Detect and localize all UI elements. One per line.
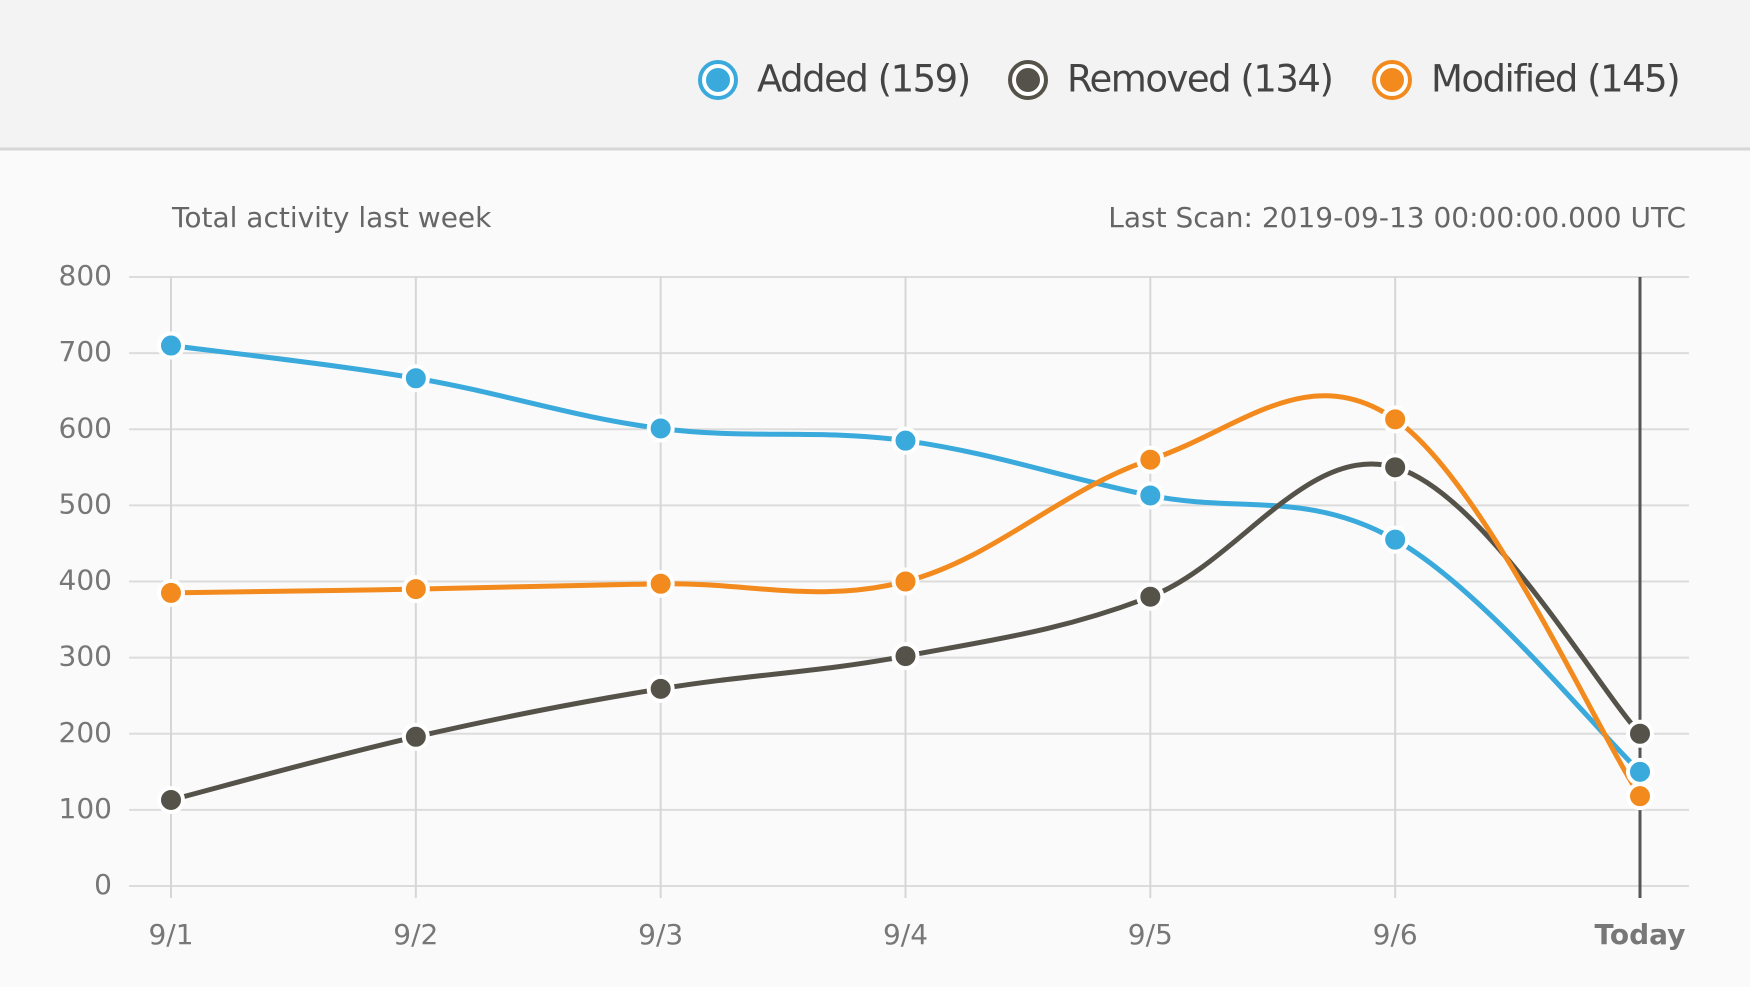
y-tick-label: 100: [59, 792, 112, 825]
legend-marker-inner: [706, 68, 730, 92]
x-tick-label: Today: [1595, 918, 1686, 951]
data-point: [401, 575, 430, 604]
data-point: [891, 642, 920, 671]
legend-label: Added (159): [757, 58, 970, 101]
subtitle: Total activity last week: [171, 201, 492, 234]
legend-header: [0, 0, 1750, 149]
data-point: [157, 785, 185, 814]
x-tick-label: 9/4: [883, 918, 928, 951]
data-point: [1626, 757, 1654, 786]
last-scan: Last Scan: 2019-09-13 00:00:00.000 UTC: [1108, 201, 1686, 234]
data-point: [1136, 481, 1165, 510]
y-tick-label: 700: [59, 335, 112, 368]
legend-label: Modified (145): [1431, 58, 1679, 101]
data-point: [1626, 719, 1654, 748]
x-tick-label: 9/2: [393, 918, 438, 951]
y-tick-label: 400: [59, 564, 112, 597]
legend-marker-inner: [1016, 68, 1040, 92]
y-tick-label: 200: [59, 716, 112, 749]
legend-label: Removed (134): [1067, 58, 1332, 101]
data-point: [1136, 582, 1165, 611]
x-tick-label: 9/3: [638, 918, 683, 951]
y-tick-label: 500: [59, 487, 112, 520]
x-tick-label: 9/6: [1373, 918, 1418, 951]
data-point: [891, 567, 920, 596]
data-point: [157, 331, 185, 360]
x-tick-label: 9/1: [148, 918, 193, 951]
data-point: [891, 426, 920, 455]
data-point: [646, 674, 675, 703]
data-point: [1381, 525, 1410, 554]
x-tick-label: 9/5: [1128, 918, 1173, 951]
data-point: [646, 414, 675, 443]
y-tick-label: 0: [94, 868, 112, 901]
data-point: [1381, 405, 1410, 434]
y-tick-label: 600: [59, 411, 112, 444]
legend-marker-inner: [1380, 68, 1404, 92]
y-tick-label: 800: [59, 259, 112, 292]
data-point: [646, 569, 675, 598]
y-tick-label: 300: [59, 640, 112, 673]
data-point: [401, 364, 430, 393]
data-point: [1626, 782, 1654, 811]
data-point: [157, 578, 185, 607]
data-point: [1381, 453, 1410, 482]
data-point: [1136, 445, 1165, 474]
data-point: [401, 722, 430, 751]
